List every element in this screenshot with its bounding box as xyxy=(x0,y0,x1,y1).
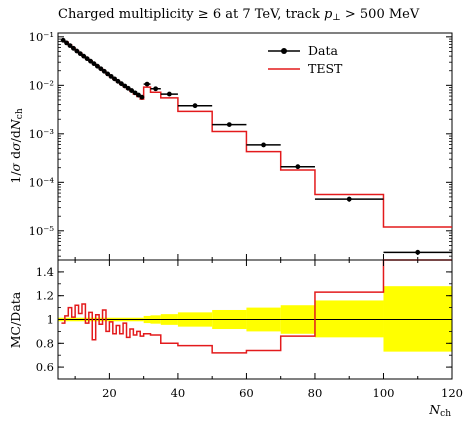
legend-test-label: TEST xyxy=(308,61,343,76)
data-point xyxy=(105,71,111,77)
data-point xyxy=(346,196,352,202)
data-point xyxy=(60,37,66,43)
y-tick-label: 10⁻¹ xyxy=(29,30,54,44)
ratio-y-tick-label: 0.8 xyxy=(36,336,54,350)
data-point xyxy=(139,94,145,100)
chart-title: Charged multiplicity ≥ 6 at 7 TeV, track… xyxy=(58,7,420,23)
ratio-y-tick-label: 1.2 xyxy=(36,289,54,303)
data-point xyxy=(132,90,138,96)
legend: Data TEST xyxy=(268,43,343,76)
data-point xyxy=(77,51,83,57)
ratio-y-tick-label: 1 xyxy=(47,313,54,327)
data-point xyxy=(144,81,150,87)
x-tick-label: 60 xyxy=(239,386,254,400)
x-tick-label: 40 xyxy=(171,386,186,400)
data-point xyxy=(118,81,124,87)
data-point xyxy=(226,122,232,127)
ratio-y-axis-label: MC/Data xyxy=(8,291,23,348)
data-point xyxy=(95,63,100,69)
legend-data-label: Data xyxy=(308,43,338,58)
x-tick-label: 80 xyxy=(308,386,323,400)
data-point xyxy=(122,83,128,89)
data-point xyxy=(67,43,73,48)
ratio-plot-panel: 0.6 0.8 1 1.2 1.4 20 40 60 80 100 120 MC/Data Nch xyxy=(8,259,463,419)
data-point xyxy=(261,142,266,148)
x-tick-label: 120 xyxy=(441,386,463,400)
data-point xyxy=(415,249,421,255)
ratio-y-tick-label: 1.4 xyxy=(36,265,54,279)
legend-data-marker xyxy=(281,48,287,54)
ratio-y-tick-label: 0.6 xyxy=(36,360,54,374)
data-point xyxy=(153,86,159,92)
data-point xyxy=(125,85,131,91)
y-tick-label: 10⁻³ xyxy=(29,127,55,141)
y-tick-label: 10⁻⁴ xyxy=(29,175,55,189)
main-plot-frame xyxy=(57,32,453,261)
data-point xyxy=(91,61,97,67)
test-step-line xyxy=(61,40,452,228)
uncertainty-band xyxy=(383,286,452,352)
x-tick-label: 100 xyxy=(373,386,395,400)
data-point xyxy=(108,73,114,79)
x-tick-label: 20 xyxy=(102,386,117,400)
data-point xyxy=(136,92,141,98)
data-point xyxy=(129,88,135,93)
main-y-axis-label: 1/σ dσ/dNch xyxy=(8,108,25,183)
main-plot-panel: 10⁻⁵ 10⁻⁴ 10⁻³ 10⁻² 10⁻¹ 1/σ dσ/dNch xyxy=(8,30,453,261)
data-point xyxy=(98,66,104,72)
data-point xyxy=(88,58,93,64)
data-point xyxy=(81,53,87,59)
x-axis-label: Nch xyxy=(428,402,451,419)
data-point xyxy=(84,56,90,62)
data-point xyxy=(166,91,172,97)
data-point xyxy=(112,76,117,82)
data-point xyxy=(74,48,80,54)
data-point xyxy=(192,103,198,109)
data-point xyxy=(115,78,121,84)
y-tick-label: 10⁻² xyxy=(29,78,54,92)
y-tick-label: 10⁻⁵ xyxy=(29,224,55,238)
data-point xyxy=(71,45,76,51)
data-point xyxy=(101,68,107,74)
data-point xyxy=(64,40,69,46)
ratio-test-step-line xyxy=(61,259,452,354)
data-point xyxy=(295,164,301,170)
uncertainty-band xyxy=(314,300,384,338)
